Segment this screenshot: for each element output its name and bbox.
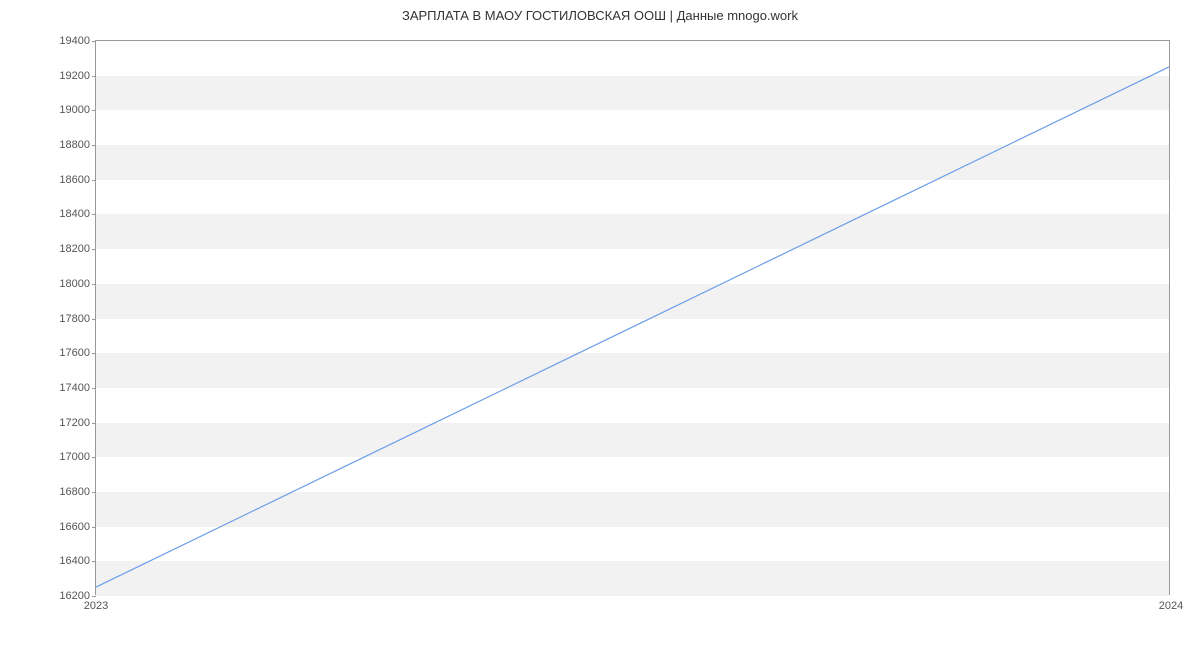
y-tick-mark: [92, 76, 96, 77]
y-tick-mark: [92, 319, 96, 320]
y-tick-mark: [92, 527, 96, 528]
y-tick-label: 17200: [59, 417, 90, 429]
y-tick-mark: [92, 353, 96, 354]
y-tick-mark: [92, 596, 96, 597]
y-tick-mark: [92, 41, 96, 42]
y-tick-label: 19400: [59, 35, 90, 47]
y-tick-label: 18000: [59, 278, 90, 290]
chart-title: ЗАРПЛАТА В МАОУ ГОСТИЛОВСКАЯ ООШ | Данны…: [0, 8, 1200, 23]
y-tick-mark: [92, 214, 96, 215]
series-line: [96, 41, 1169, 594]
y-tick-label: 17400: [59, 382, 90, 394]
y-tick-label: 16600: [59, 521, 90, 533]
y-tick-label: 18800: [59, 139, 90, 151]
y-tick-mark: [92, 561, 96, 562]
y-tick-label: 17000: [59, 451, 90, 463]
y-tick-mark: [92, 145, 96, 146]
x-tick-label: 2023: [84, 600, 108, 612]
y-tick-label: 19200: [59, 70, 90, 82]
y-tick-mark: [92, 423, 96, 424]
y-tick-label: 16800: [59, 486, 90, 498]
x-tick-label: 2024: [1159, 600, 1183, 612]
y-tick-mark: [92, 284, 96, 285]
y-tick-label: 18200: [59, 243, 90, 255]
y-tick-mark: [92, 180, 96, 181]
y-tick-mark: [92, 249, 96, 250]
y-tick-label: 18400: [59, 208, 90, 220]
y-tick-mark: [92, 457, 96, 458]
y-tick-label: 18600: [59, 174, 90, 186]
y-tick-label: 19000: [59, 104, 90, 116]
y-tick-mark: [92, 110, 96, 111]
y-tick-label: 17800: [59, 313, 90, 325]
y-tick-mark: [92, 388, 96, 389]
y-tick-label: 16400: [59, 555, 90, 567]
series-salary: [96, 67, 1169, 587]
y-tick-label: 17600: [59, 347, 90, 359]
y-tick-mark: [92, 492, 96, 493]
plot-area: 1620016400166001680017000172001740017600…: [95, 40, 1170, 595]
salary-chart: ЗАРПЛАТА В МАОУ ГОСТИЛОВСКАЯ ООШ | Данны…: [0, 0, 1200, 650]
